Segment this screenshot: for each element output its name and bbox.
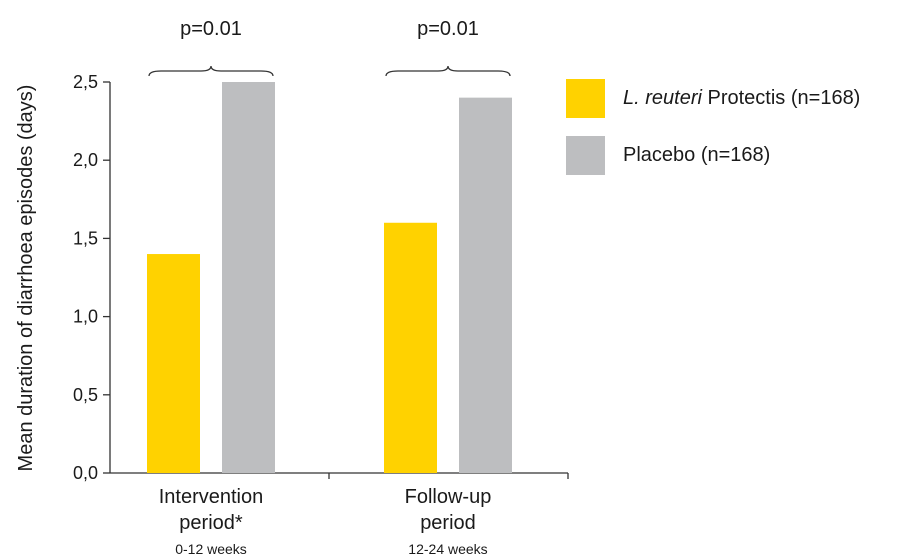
y-tick-label: 2,5 (73, 72, 98, 92)
legend-label-reuteri: L. reuteri Protectis (n=168) (623, 86, 861, 109)
p-value-label: p=0.01 (417, 18, 479, 40)
bar (384, 222, 437, 473)
y-tick-label: 0,5 (73, 385, 98, 405)
x-category-sublabel: 0-12 weeks (175, 541, 247, 557)
x-category-sublabel: 12-24 weeks (408, 541, 487, 557)
y-tick-label: 2,0 (73, 150, 98, 170)
chart-legend: L. reuteri Protectis (n=168) Placebo (n=… (566, 78, 860, 192)
p-value-label: p=0.01 (180, 18, 242, 40)
legend-item-reuteri: L. reuteri Protectis (n=168) (566, 78, 860, 118)
x-category-label: period* (179, 512, 243, 534)
legend-item-placebo: Placebo (n=168) (566, 135, 860, 175)
y-tick-label: 1,5 (73, 228, 98, 248)
legend-swatch-placebo (566, 135, 605, 175)
bar (222, 82, 275, 473)
chart-bars (147, 82, 512, 473)
y-tick-label: 0,0 (73, 463, 98, 483)
x-category-label: period (420, 512, 476, 534)
significance-brace (148, 65, 274, 77)
chart-labels: 0,0 0,5 1,0 1,5 2,0 2,5 Mean duration of diarr… (15, 18, 511, 557)
y-tick-label: 1,0 (73, 307, 98, 327)
x-category-label: Intervention (159, 486, 264, 508)
legend-label-placebo: Placebo (n=168) (623, 143, 771, 166)
bar (459, 97, 512, 473)
y-axis-title: Mean duration of diarrhoea episodes (day… (15, 85, 37, 472)
x-category-label: Follow-up (405, 486, 492, 508)
significance-brace (385, 65, 511, 77)
bar (147, 254, 200, 473)
legend-swatch-reuteri (566, 78, 605, 118)
